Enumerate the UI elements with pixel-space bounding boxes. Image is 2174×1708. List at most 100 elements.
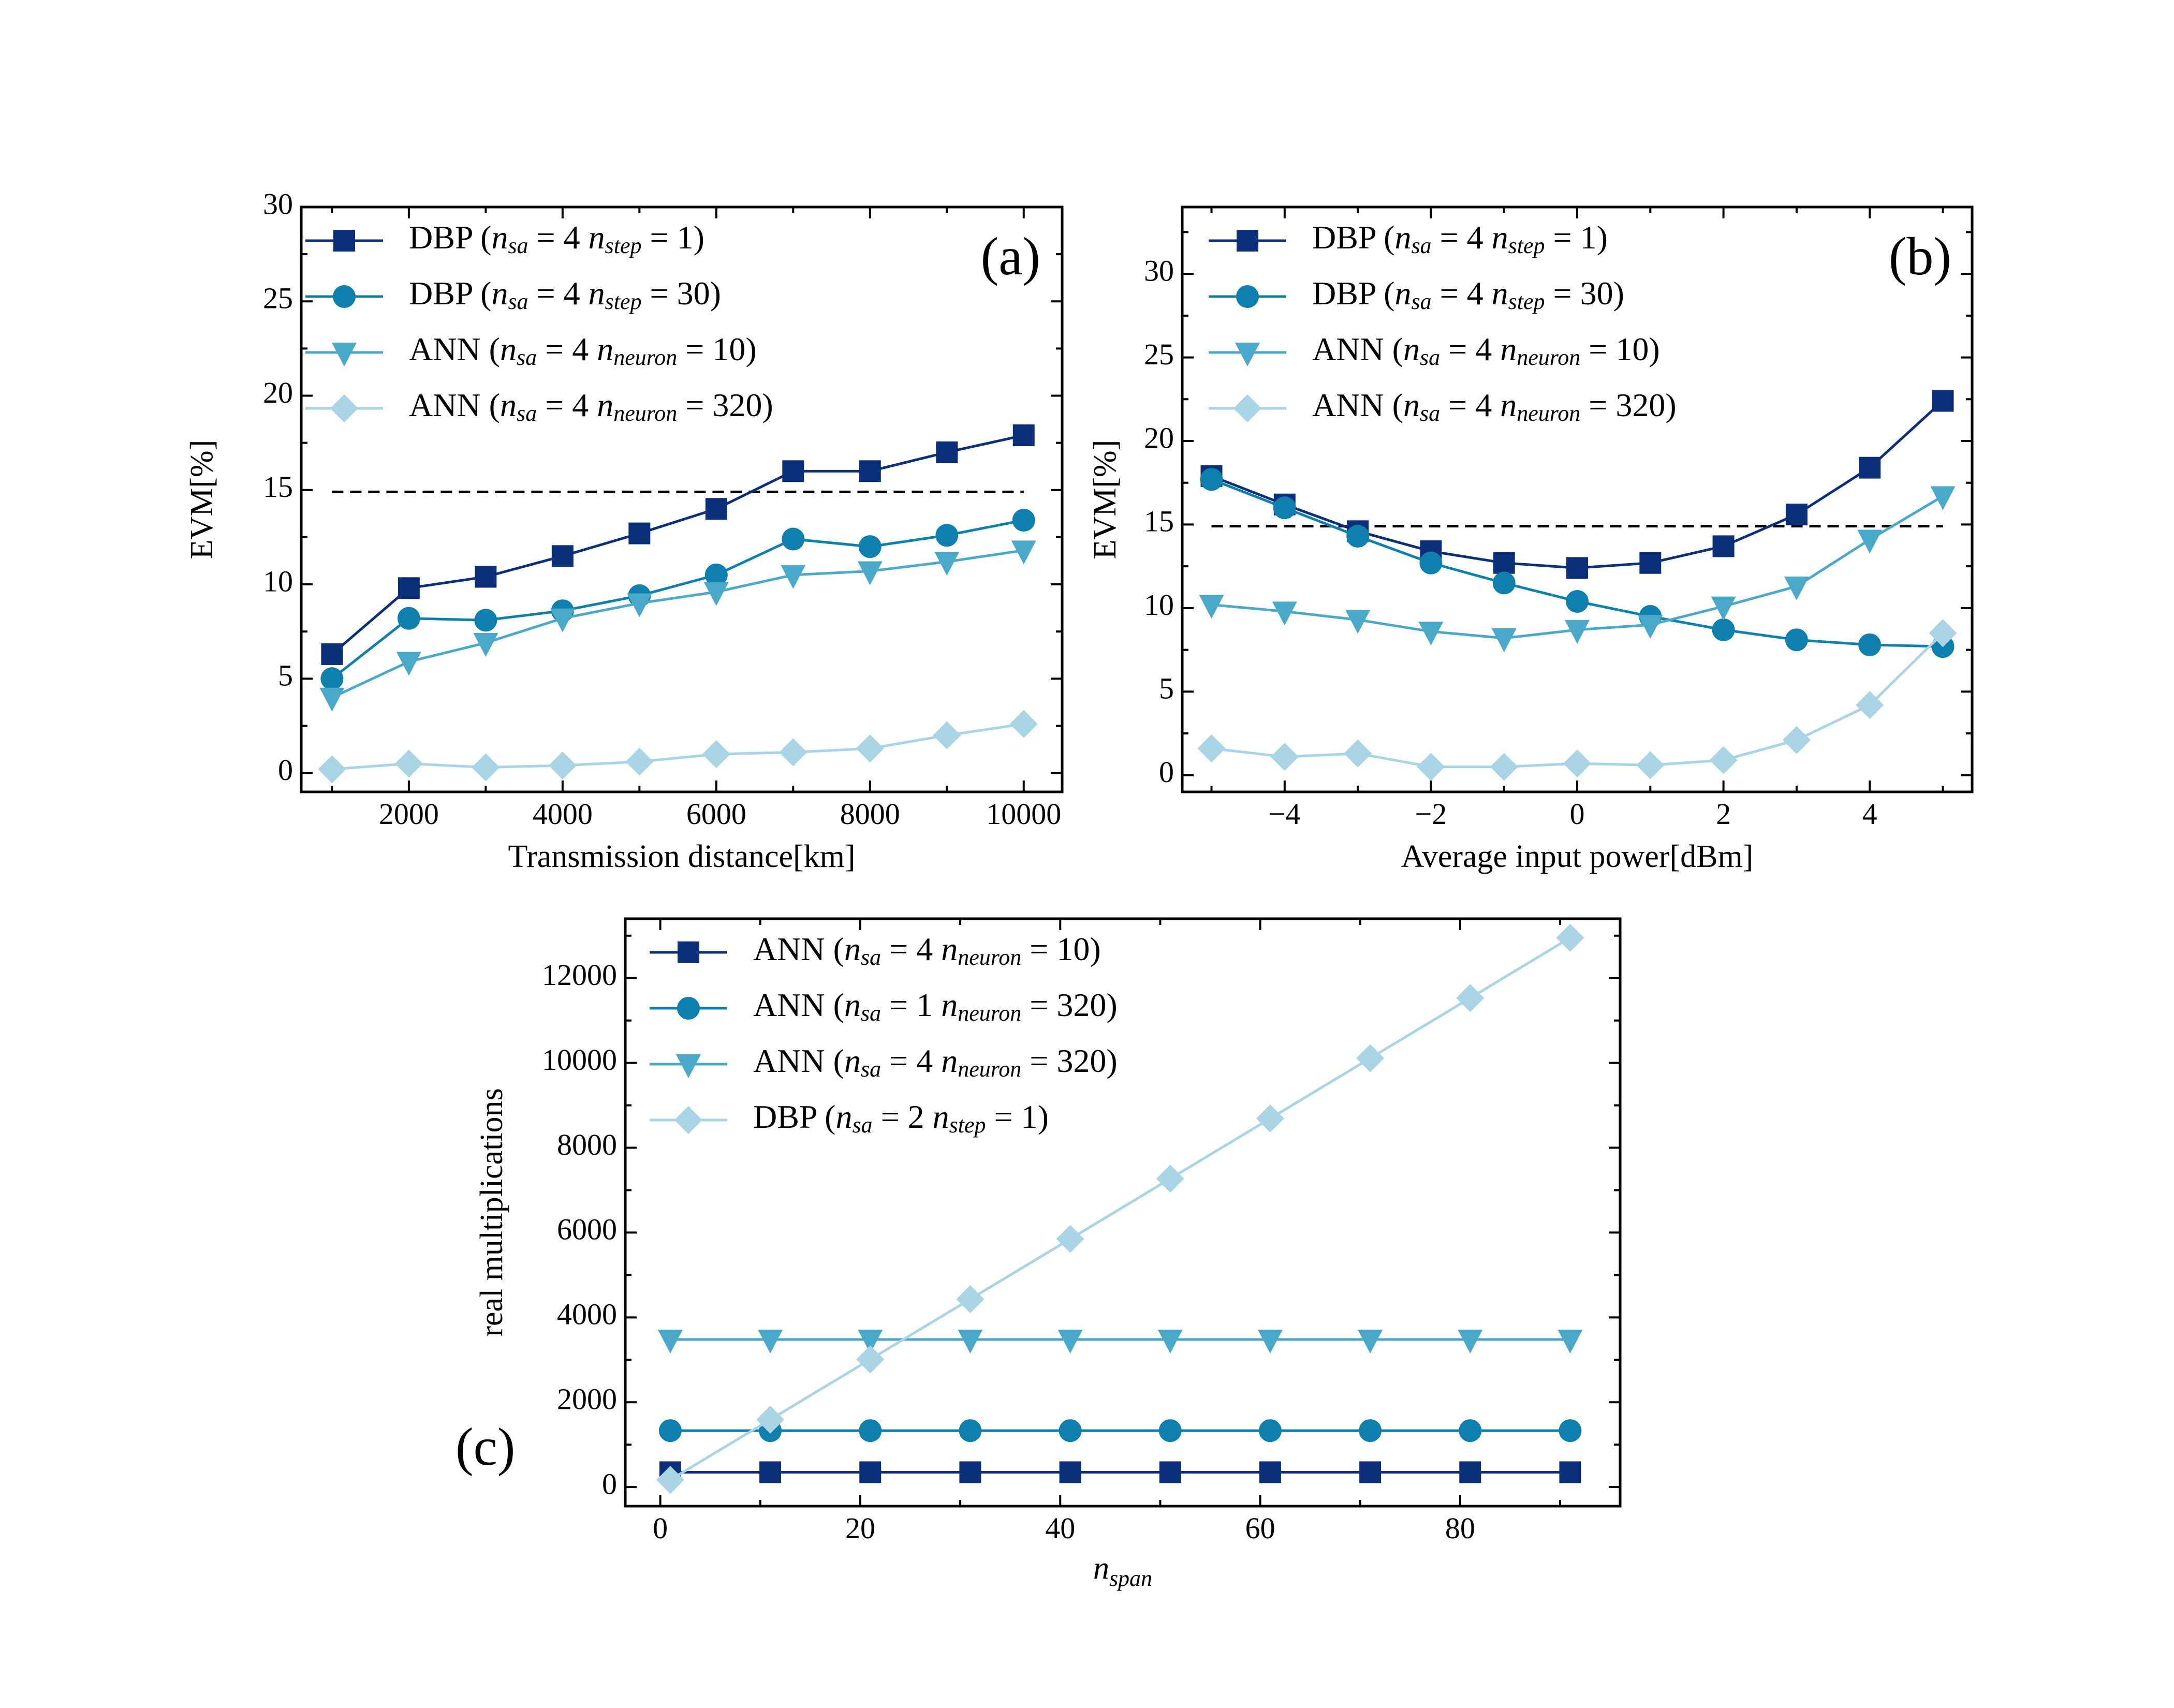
data-point	[781, 565, 806, 589]
legend-value: = 4	[537, 331, 589, 367]
y-tick-label: 10	[263, 564, 293, 598]
legend-close: )	[1613, 275, 1624, 312]
legend-symbol: n	[835, 1098, 852, 1135]
data-point	[1257, 1329, 1283, 1353]
data-point	[1856, 691, 1884, 719]
y-axis-title: real multiplications	[474, 1088, 509, 1336]
legend-subscript: sa	[861, 1000, 881, 1026]
data-point	[472, 753, 500, 782]
legend-value: = 4	[881, 931, 933, 967]
legend-value: = 10	[1021, 931, 1090, 967]
data-point	[321, 643, 343, 665]
data-point	[705, 498, 727, 520]
panel-label: (a)	[981, 227, 1040, 286]
data-point	[1493, 552, 1515, 574]
y-tick-label: 12000	[542, 958, 617, 992]
y-tick-label: 5	[1159, 672, 1174, 705]
legend-label: ANN (nsa = 4 nneuron = 320)	[1312, 387, 1677, 426]
data-point	[1057, 1329, 1083, 1353]
legend-series-name: ANN (	[409, 331, 500, 367]
legend-series-name: DBP (	[409, 219, 491, 256]
data-point	[1565, 620, 1590, 644]
data-point	[1418, 622, 1444, 646]
legend: DBP (nsa = 4 nstep = 1)DBP (nsa = 4 nste…	[305, 219, 773, 426]
legend-symbol: n	[844, 986, 861, 1023]
data-point	[1785, 504, 1808, 526]
legend-marker	[674, 1106, 702, 1134]
y-tick-label: 4000	[557, 1298, 617, 1331]
legend-marker	[333, 285, 356, 308]
chart-panel-1: 2000 4000 6000 8000 10000 0 5 10 15 20 25 30 Transmi…	[184, 187, 1064, 874]
data-point	[1156, 1165, 1184, 1193]
legend-value: = 1	[1545, 219, 1597, 256]
data-point	[1359, 1419, 1382, 1442]
data-point	[956, 1285, 985, 1314]
legend-symbol: n	[500, 331, 517, 367]
data-point	[1012, 424, 1035, 447]
series-1	[321, 424, 1035, 665]
data-point	[1356, 1044, 1385, 1072]
data-point	[1638, 615, 1663, 639]
data-point	[1930, 486, 1956, 510]
legend-label: ANN (nsa = 4 nneuron = 10)	[1312, 331, 1660, 370]
legend-close: )	[1649, 331, 1659, 367]
legend-subscript: neuron	[958, 945, 1021, 970]
legend-symbol: n	[580, 275, 605, 312]
legend-symbol: n	[933, 931, 958, 967]
legend-label: ANN (nsa = 4 nneuron = 10)	[753, 931, 1101, 970]
data-point	[551, 545, 574, 567]
data-point	[1270, 743, 1299, 771]
legend-subscript: sa	[1411, 233, 1431, 258]
legend-subscript: step	[1508, 289, 1545, 314]
y-tick-label: 6000	[557, 1213, 617, 1246]
legend-value: = 320	[1021, 986, 1106, 1023]
legend-close: )	[1106, 986, 1117, 1023]
legend-value: = 320	[1580, 387, 1665, 423]
y-tick-label: 15	[1144, 505, 1174, 538]
legend-value: = 4	[1432, 219, 1483, 256]
data-point	[1784, 576, 1809, 600]
legend-label: ANN (nsa = 1 nneuron = 320)	[753, 986, 1118, 1026]
data-point	[1858, 633, 1882, 656]
data-point	[1256, 1104, 1284, 1132]
legend-value: = 30	[1545, 275, 1613, 312]
data-point	[1456, 984, 1485, 1012]
x-tick-label: 2000	[379, 797, 439, 831]
series-line	[669, 936, 1571, 1481]
series-4	[1197, 619, 1957, 781]
y-axis-title: EVM[%]	[1088, 440, 1123, 559]
x-tick-label: 80	[1445, 1511, 1475, 1545]
legend-symbol: n	[491, 219, 508, 256]
series-line	[331, 519, 1024, 680]
legend-subscript: neuron	[1517, 401, 1580, 426]
x-tick-label: 0	[1570, 797, 1585, 831]
data-point	[1259, 1461, 1281, 1483]
legend-marker	[678, 941, 699, 963]
legend-close: )	[1106, 1042, 1117, 1079]
data-point	[1012, 509, 1035, 532]
x-tick-label: −2	[1415, 797, 1447, 831]
data-point	[397, 607, 420, 630]
data-point	[959, 1461, 981, 1483]
legend-value: = 4	[528, 275, 580, 312]
legend-symbol: n	[844, 1042, 861, 1079]
legend-series-name: DBP (	[753, 1098, 835, 1135]
data-point	[394, 749, 423, 778]
data-point	[859, 460, 881, 482]
legend-series-name: ANN (	[753, 986, 844, 1023]
legend-value: = 4	[537, 387, 589, 423]
series-4	[318, 710, 1038, 784]
legend-label: DBP (nsa = 4 nstep = 1)	[409, 219, 704, 258]
legend-series-name: DBP (	[1312, 275, 1394, 312]
data-point	[859, 1461, 882, 1483]
data-point	[550, 608, 575, 632]
legend-series-name: ANN (	[753, 931, 844, 967]
legend-close: )	[1665, 387, 1676, 423]
legend-close: )	[1038, 1098, 1049, 1135]
legend-subscript: neuron	[958, 1000, 1021, 1026]
legend-marker	[676, 1054, 701, 1078]
data-point	[1158, 1419, 1182, 1442]
legend-subscript: step	[1508, 233, 1545, 258]
legend-marker	[1235, 343, 1260, 366]
legend-series-name: ANN (	[1312, 331, 1403, 367]
